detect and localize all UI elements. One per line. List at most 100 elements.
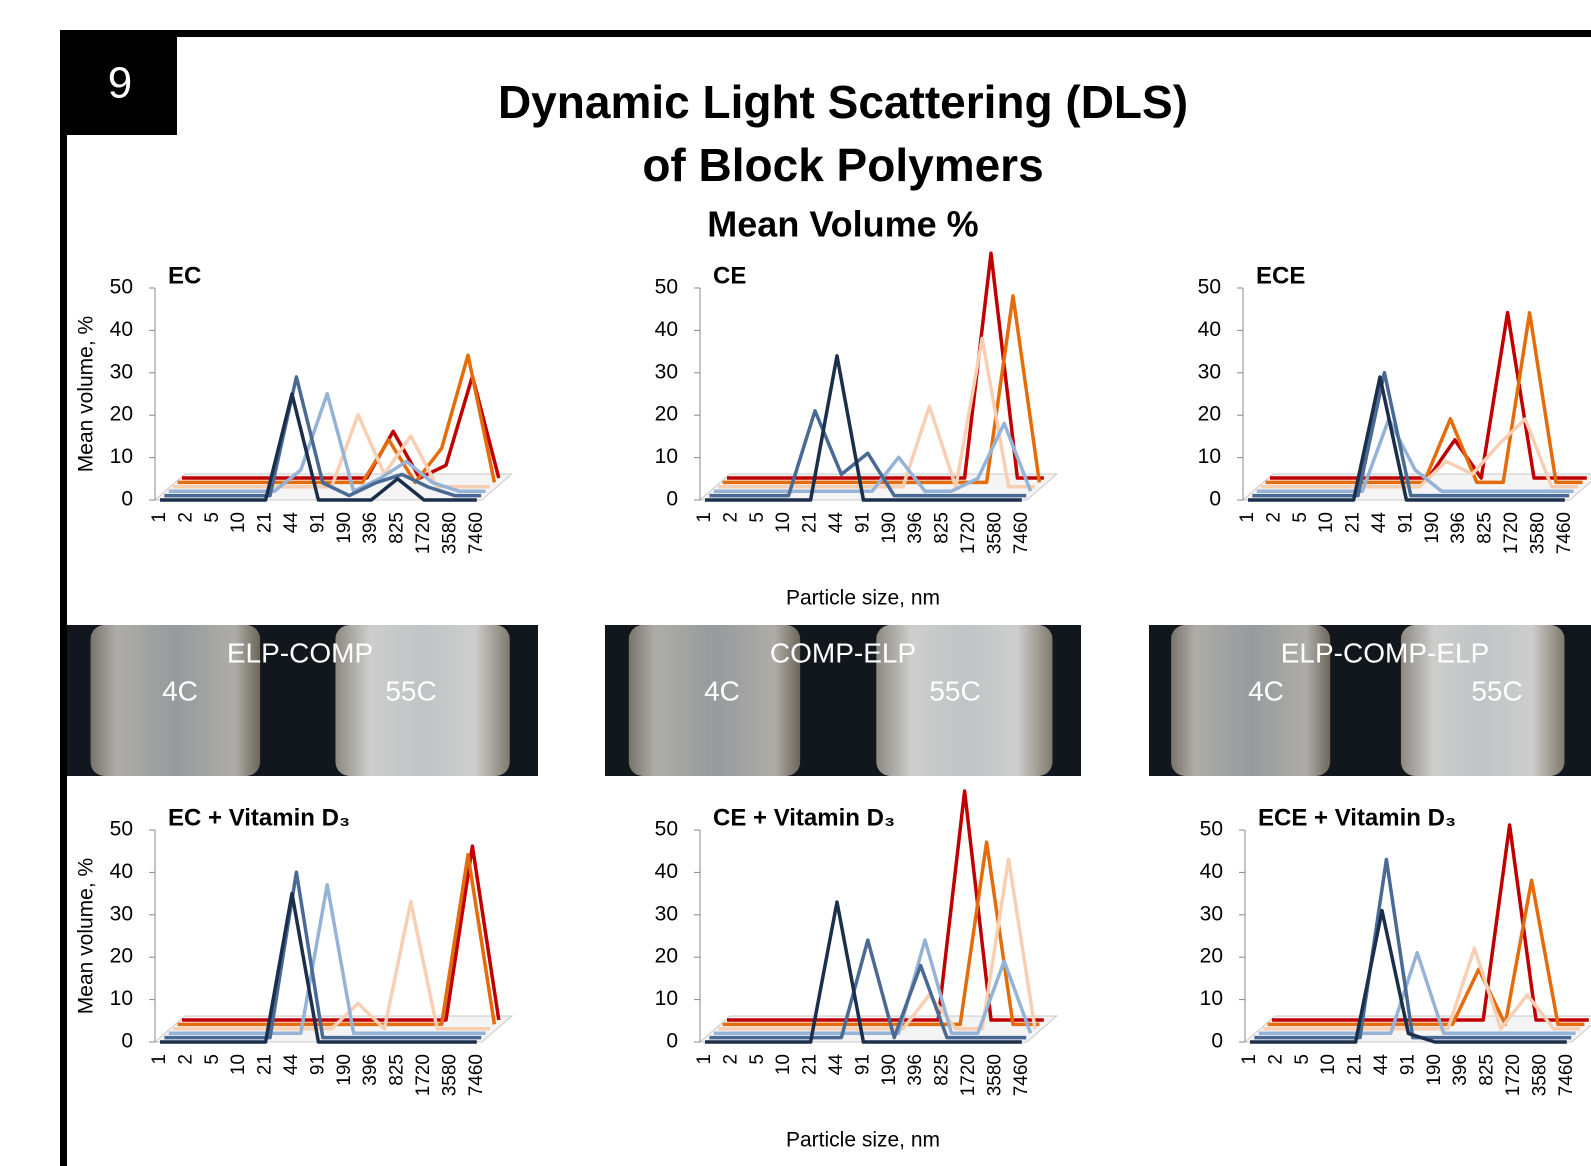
y-tick-label: 0 bbox=[121, 1030, 133, 1053]
x-tick-label: 2 bbox=[720, 512, 741, 523]
x-tick-label: 190 bbox=[1424, 1054, 1445, 1086]
series-line bbox=[177, 353, 497, 485]
y-tick-label: 30 bbox=[1198, 360, 1221, 383]
photo-label: 4C bbox=[162, 675, 198, 706]
y-tick-label: 40 bbox=[655, 860, 678, 883]
x-tick-label: 5 bbox=[747, 1054, 768, 1065]
x-tick-label: 3580 bbox=[1529, 1054, 1550, 1096]
photo-label: 55C bbox=[385, 675, 436, 706]
series-line bbox=[709, 409, 1027, 498]
series-line bbox=[160, 891, 477, 1044]
x-tick-label: 10 bbox=[773, 1054, 794, 1075]
photo-title: COMP-ELP bbox=[770, 637, 916, 668]
y-tick-label: 10 bbox=[1198, 445, 1221, 468]
x-tick-label: 7460 bbox=[1011, 1054, 1032, 1096]
chart-title: EC + Vitamin D₃ bbox=[168, 804, 350, 831]
x-tick-label: 1 bbox=[1239, 1054, 1260, 1065]
vial bbox=[628, 625, 801, 776]
x-tick-label: 825 bbox=[387, 512, 408, 544]
series-line bbox=[164, 870, 482, 1040]
y-tick-label: 50 bbox=[1198, 276, 1221, 299]
series-line bbox=[1254, 857, 1572, 1040]
y-tick-label: 20 bbox=[1200, 945, 1223, 968]
chart-title: ECE + Vitamin D₃ bbox=[1258, 804, 1456, 831]
y-tick-label: 10 bbox=[655, 987, 678, 1010]
series-line bbox=[713, 938, 1033, 1035]
x-tick-label: 44 bbox=[826, 1054, 847, 1076]
photo-label: 4C bbox=[1248, 675, 1284, 706]
series-line bbox=[168, 391, 486, 493]
x-tick-label: 7460 bbox=[466, 512, 487, 554]
y-tick-label: 40 bbox=[110, 860, 133, 883]
vial bbox=[1171, 625, 1331, 776]
series-line bbox=[1252, 370, 1570, 498]
x-tick-label: 1720 bbox=[1503, 1054, 1524, 1096]
y-tick-label: 50 bbox=[655, 818, 678, 841]
series-line bbox=[168, 883, 486, 1035]
chart-title: EC bbox=[168, 262, 201, 289]
x-tick-label: 825 bbox=[1475, 512, 1496, 544]
x-tick-label: 44 bbox=[1371, 1054, 1392, 1076]
y-tick-label: 20 bbox=[1198, 403, 1221, 426]
x-tick-label: 396 bbox=[1448, 512, 1469, 544]
series-line bbox=[709, 938, 1027, 1040]
x-tick-label: 5 bbox=[202, 1054, 223, 1065]
x-tick-label: 91 bbox=[1397, 1054, 1418, 1075]
x-tick-label: 2 bbox=[175, 1054, 196, 1065]
y-tick-label: 20 bbox=[110, 945, 133, 968]
y-tick-label: 0 bbox=[666, 488, 678, 511]
y-tick-label: 30 bbox=[110, 902, 133, 925]
x-tick-label: 190 bbox=[879, 512, 900, 544]
x-tick-label: 825 bbox=[932, 512, 953, 544]
x-tick-label: 5 bbox=[1292, 1054, 1313, 1065]
x-tick-label: 1720 bbox=[413, 1054, 434, 1096]
y-tick-label: 40 bbox=[655, 318, 678, 341]
x-tick-label: 3580 bbox=[439, 1054, 460, 1096]
x-tick-label: 396 bbox=[360, 512, 381, 544]
x-tick-label: 1 bbox=[694, 1054, 715, 1065]
series-line bbox=[722, 840, 1040, 1027]
photo-label: 55C bbox=[1471, 675, 1522, 706]
x-tick-label: 2 bbox=[720, 1054, 741, 1065]
series-line bbox=[713, 421, 1033, 493]
x-tick-label: 1720 bbox=[958, 512, 979, 554]
slide-number: 9 bbox=[108, 59, 132, 108]
y-tick-label: 50 bbox=[1200, 818, 1223, 841]
x-tick-label: 825 bbox=[387, 1054, 408, 1086]
x-tick-label: 10 bbox=[228, 512, 249, 533]
x-tick-label: 396 bbox=[360, 1054, 381, 1086]
series-line bbox=[1261, 417, 1578, 489]
x-tick-label: 190 bbox=[1422, 512, 1443, 544]
x-axis-label: Particle size, nm bbox=[786, 1129, 940, 1152]
y-tick-label: 10 bbox=[655, 445, 678, 468]
x-tick-label: 44 bbox=[1369, 512, 1390, 534]
x-tick-label: 10 bbox=[1318, 1054, 1339, 1075]
series-line bbox=[705, 900, 1022, 1044]
x-axis-label: Particle size, nm bbox=[786, 587, 940, 610]
y-tick-label: 10 bbox=[110, 987, 133, 1010]
vial bbox=[1400, 625, 1565, 776]
x-tick-label: 190 bbox=[334, 512, 355, 544]
series-line bbox=[1263, 946, 1580, 1031]
x-tick-label: 5 bbox=[202, 512, 223, 523]
x-tick-label: 7460 bbox=[1554, 512, 1575, 554]
x-tick-label: 21 bbox=[800, 512, 821, 533]
y-tick-label: 30 bbox=[655, 360, 678, 383]
chart-title: ECE bbox=[1256, 262, 1305, 289]
x-tick-label: 7460 bbox=[1011, 512, 1032, 554]
y-tick-label: 0 bbox=[666, 1030, 678, 1053]
x-tick-label: 21 bbox=[800, 1054, 821, 1075]
series-line bbox=[727, 789, 1044, 1022]
series-line bbox=[1267, 878, 1585, 1027]
series-line bbox=[718, 857, 1037, 1031]
y-tick-label: 40 bbox=[1200, 860, 1223, 883]
x-tick-label: 91 bbox=[1395, 512, 1416, 533]
x-tick-label: 91 bbox=[852, 1054, 873, 1075]
x-tick-label: 3580 bbox=[439, 512, 460, 554]
y-tick-label: 50 bbox=[110, 276, 133, 299]
x-tick-label: 7460 bbox=[466, 1054, 487, 1096]
x-tick-label: 91 bbox=[852, 512, 873, 533]
y-axis-label: Mean volume, % bbox=[75, 316, 98, 472]
y-tick-label: 20 bbox=[110, 403, 133, 426]
